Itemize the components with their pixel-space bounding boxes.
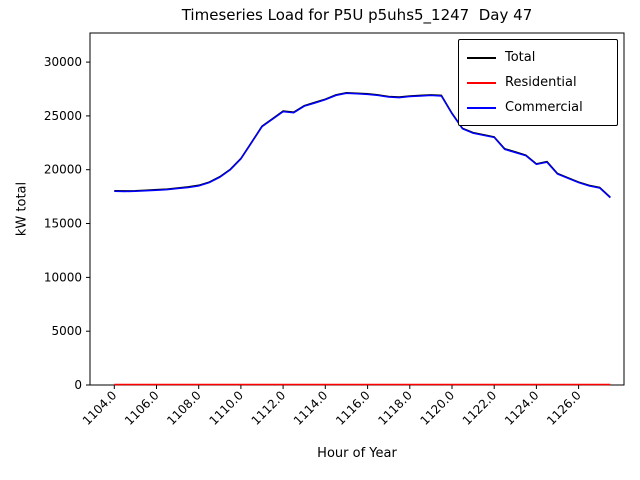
y-tick-label: 0: [74, 378, 82, 392]
chart-title: Timeseries Load for P5U p5uhs5_1247 Day …: [181, 6, 533, 24]
x-tick-label: 1124.0: [502, 388, 542, 428]
legend: Total Residential Commercial: [458, 39, 618, 126]
legend-item-residential: Residential: [467, 70, 609, 95]
x-tick-label: 1108.0: [164, 388, 204, 428]
y-tick-label: 30000: [44, 55, 82, 69]
y-tick-label: 10000: [44, 270, 82, 284]
x-tick-label: 1110.0: [206, 388, 246, 428]
x-tick-label: 1104.0: [80, 388, 120, 428]
y-tick-label: 20000: [44, 163, 82, 177]
x-tick-label: 1112.0: [249, 388, 289, 428]
x-tick-label: 1118.0: [375, 388, 415, 428]
total-line-swatch: [467, 56, 496, 59]
legend-label-commercial: Commercial: [505, 100, 583, 115]
legend-item-total: Total: [467, 45, 609, 70]
legend-label-residential: Residential: [505, 75, 577, 90]
x-axis-label: Hour of Year: [317, 446, 397, 461]
residential-line-swatch: [467, 81, 496, 84]
commercial-line-swatch: [467, 106, 496, 109]
x-tick-label: 1126.0: [544, 388, 584, 428]
x-tick-label: 1106.0: [122, 388, 162, 428]
x-tick-label: 1114.0: [291, 388, 331, 428]
series-line-commercial: [114, 92, 611, 199]
y-tick-label: 5000: [51, 324, 82, 338]
y-tick-label: 25000: [44, 109, 82, 123]
x-tick-label: 1122.0: [460, 388, 500, 428]
y-axis-label: kW total: [14, 181, 30, 237]
x-tick-label: 1120.0: [418, 388, 458, 428]
x-tick-label: 1116.0: [333, 388, 373, 428]
legend-item-commercial: Commercial: [467, 95, 609, 120]
legend-label-total: Total: [505, 50, 536, 65]
y-tick-label: 15000: [44, 217, 82, 231]
